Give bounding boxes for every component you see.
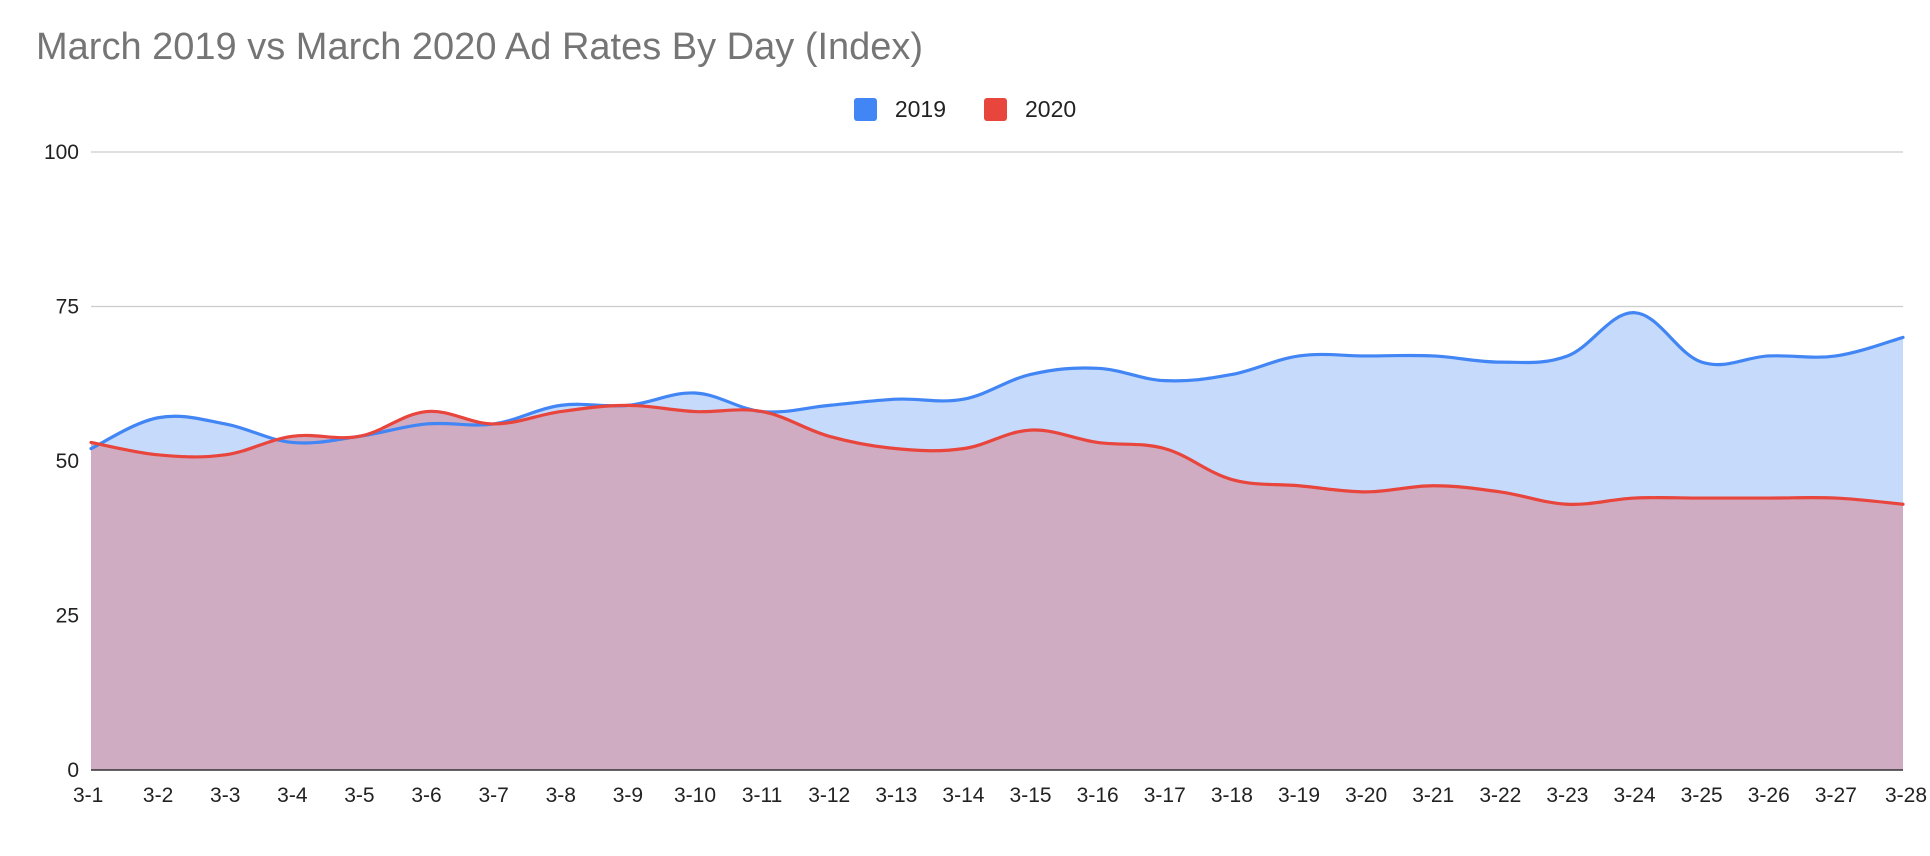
x-tick-label-3-1: 3-1 — [73, 784, 103, 807]
x-tick-label-3-20: 3-20 — [1345, 784, 1387, 807]
legend-item-2020[interactable]: 2020 — [984, 96, 1076, 123]
point-2019-3-6[interactable] — [421, 418, 433, 430]
point-2020-3-8[interactable] — [555, 406, 567, 418]
y-tick-label-75: 75 — [56, 296, 79, 319]
x-tick-label-3-27: 3-27 — [1815, 784, 1857, 807]
point-2020-3-12[interactable] — [823, 430, 835, 442]
x-tick-label-3-26: 3-26 — [1748, 784, 1790, 807]
point-2020-3-17[interactable] — [1159, 443, 1171, 455]
point-2019-3-14[interactable] — [957, 393, 969, 405]
point-2020-3-4[interactable] — [286, 430, 298, 442]
x-tick-label-3-17: 3-17 — [1144, 784, 1186, 807]
area-layer — [91, 312, 1903, 770]
point-2019-3-15[interactable] — [1025, 368, 1037, 380]
legend: 2019 2020 — [0, 96, 1930, 123]
point-2020-3-27[interactable] — [1830, 492, 1842, 504]
x-tick-label-3-24: 3-24 — [1614, 784, 1656, 807]
point-2020-3-13[interactable] — [890, 443, 902, 455]
x-tick-label-3-2: 3-2 — [143, 784, 173, 807]
point-2019-3-27[interactable] — [1830, 350, 1842, 362]
chart-title: March 2019 vs March 2020 Ad Rates By Day… — [36, 26, 924, 68]
area-series-2020 — [91, 405, 1903, 770]
point-2019-3-2[interactable] — [152, 412, 164, 424]
point-2019-3-20[interactable] — [1360, 350, 1372, 362]
point-2020-3-28[interactable] — [1897, 498, 1909, 510]
point-2020-3-20[interactable] — [1360, 486, 1372, 498]
point-2019-3-12[interactable] — [823, 399, 835, 411]
point-2019-3-16[interactable] — [1092, 362, 1104, 374]
x-tick-label-3-7: 3-7 — [478, 784, 508, 807]
x-tick-label-3-19: 3-19 — [1278, 784, 1320, 807]
point-2020-3-21[interactable] — [1427, 480, 1439, 492]
point-2020-3-10[interactable] — [689, 406, 701, 418]
y-tick-label-25: 25 — [56, 605, 79, 628]
point-2020-3-23[interactable] — [1561, 498, 1573, 510]
point-2020-3-3[interactable] — [219, 449, 231, 461]
x-tick-label-3-11: 3-11 — [742, 784, 782, 807]
point-2019-3-13[interactable] — [890, 393, 902, 405]
point-2019-3-10[interactable] — [689, 387, 701, 399]
x-tick-label-3-21: 3-21 — [1412, 784, 1454, 807]
x-tick-label-3-10: 3-10 — [674, 784, 716, 807]
legend-swatch-2020 — [984, 98, 1007, 121]
x-tick-label-3-16: 3-16 — [1077, 784, 1119, 807]
legend-label-2019: 2019 — [894, 96, 946, 122]
point-2019-3-21[interactable] — [1427, 350, 1439, 362]
point-2020-3-6[interactable] — [421, 406, 433, 418]
point-2019-3-17[interactable] — [1159, 375, 1171, 387]
point-2020-3-1[interactable] — [85, 436, 97, 448]
line-layer — [85, 307, 1909, 510]
x-tick-label-3-6: 3-6 — [411, 784, 441, 807]
x-tick-label-3-9: 3-9 — [613, 784, 643, 807]
axis-layer: 0 25 50 75 100 3-1 3-2 3-3 3-4 3-5 3-6 3-7 3-8 3-9 3-1… — [44, 141, 1927, 807]
point-2020-3-11[interactable] — [756, 406, 768, 418]
point-2020-3-9[interactable] — [622, 399, 634, 411]
y-tick-label-50: 50 — [56, 450, 79, 473]
point-2020-3-7[interactable] — [488, 418, 500, 430]
point-2020-3-2[interactable] — [152, 449, 164, 461]
legend-label-2020: 2020 — [1025, 96, 1077, 122]
point-2019-3-22[interactable] — [1494, 356, 1506, 368]
point-2020-3-25[interactable] — [1696, 492, 1708, 504]
point-2020-3-5[interactable] — [353, 430, 365, 442]
line-series-2020[interactable] — [89, 403, 1905, 506]
x-tick-label-3-4: 3-4 — [277, 784, 308, 807]
x-tick-label-3-13: 3-13 — [875, 784, 917, 807]
x-tick-label-3-3: 3-3 — [210, 784, 240, 807]
legend-item-2019[interactable]: 2019 — [853, 96, 946, 123]
point-2020-3-14[interactable] — [957, 443, 969, 455]
point-2019-3-19[interactable] — [1293, 350, 1305, 362]
x-tick-label-3-14: 3-14 — [942, 784, 984, 807]
x-tick-label-3-5: 3-5 — [344, 784, 374, 807]
y-tick-label-0: 0 — [67, 759, 79, 782]
x-tick-label-3-22: 3-22 — [1479, 784, 1521, 807]
line-series-2019[interactable] — [89, 311, 1905, 451]
point-2020-3-15[interactable] — [1025, 424, 1037, 436]
legend-swatch-2019 — [853, 98, 877, 121]
x-tick-label-3-25: 3-25 — [1681, 784, 1723, 807]
x-tick-label-3-23: 3-23 — [1546, 784, 1588, 807]
x-tick-label-3-15: 3-15 — [1010, 784, 1052, 807]
point-2020-3-18[interactable] — [1226, 474, 1238, 486]
point-2019-3-26[interactable] — [1763, 350, 1775, 362]
point-2020-3-22[interactable] — [1494, 486, 1506, 498]
point-2019-3-25[interactable] — [1696, 356, 1708, 368]
point-2019-3-28[interactable] — [1897, 331, 1909, 343]
point-2020-3-24[interactable] — [1629, 492, 1641, 504]
point-2020-3-26[interactable] — [1763, 492, 1775, 504]
point-2019-3-24[interactable] — [1629, 307, 1641, 319]
point-2020-3-16[interactable] — [1092, 436, 1104, 448]
x-tick-label-3-28: 3-28 — [1885, 784, 1927, 807]
point-2019-3-18[interactable] — [1226, 368, 1238, 380]
x-tick-label-3-18: 3-18 — [1211, 784, 1253, 807]
x-tick-label-3-8: 3-8 — [546, 784, 576, 807]
point-2019-3-23[interactable] — [1561, 350, 1573, 362]
point-2019-3-3[interactable] — [219, 418, 231, 430]
point-2020-3-19[interactable] — [1293, 480, 1305, 492]
y-tick-label-100: 100 — [44, 141, 79, 164]
x-tick-label-3-12: 3-12 — [808, 784, 850, 807]
